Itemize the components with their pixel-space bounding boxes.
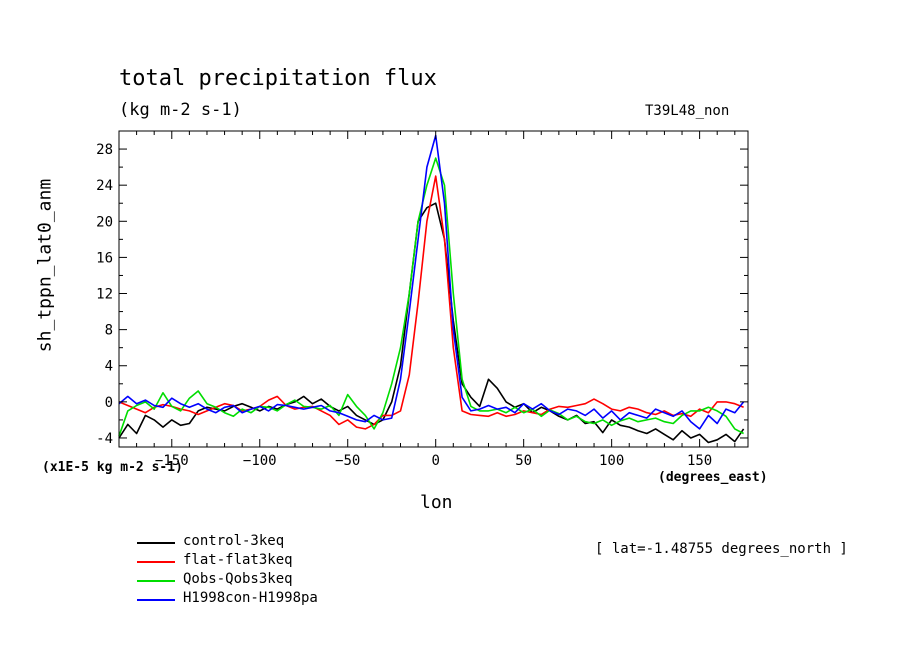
legend-swatch xyxy=(137,542,175,544)
legend-label: Qobs-Qobs3keq xyxy=(183,571,293,587)
legend-swatch xyxy=(137,580,175,582)
x-tick-label: 0 xyxy=(431,453,439,469)
legend-label: control-3keq xyxy=(183,533,285,549)
y-tick-label: 28 xyxy=(96,142,113,158)
y-tick-label: 8 xyxy=(105,323,113,339)
series-line-2 xyxy=(118,175,744,430)
x-tick-label: −100 xyxy=(243,453,277,469)
x-tick-label: 150 xyxy=(687,453,712,469)
x-tick-label: 50 xyxy=(515,453,532,469)
y-tick-label: 0 xyxy=(105,395,113,411)
legend-label: flat-flat3keq xyxy=(183,552,293,568)
axes: -4 0 4 8 12 16 20 24 28 −150 −100 −50 0 50 100 150 xyxy=(96,130,749,469)
chart-subtitle: (kg m-2 s-1) xyxy=(119,100,242,120)
legend-label: H1998con-H1998pa xyxy=(183,590,318,606)
x-tick-label: 100 xyxy=(599,453,624,469)
series-line-3 xyxy=(118,157,744,437)
y-tick-label: 24 xyxy=(96,178,113,194)
run-label: T39L48_non xyxy=(645,103,730,119)
y-tick-label: 4 xyxy=(105,359,113,375)
y-tick-label: -4 xyxy=(96,431,113,447)
x-tick-label: −50 xyxy=(335,453,360,469)
x-unit-label: (degrees_east) xyxy=(658,470,768,485)
x-axis-label: lon xyxy=(420,492,453,513)
series-line-1 xyxy=(118,202,745,444)
series-layer xyxy=(118,134,745,444)
legend-swatch xyxy=(137,599,175,601)
plot-frame xyxy=(118,130,749,448)
latitude-annotation: [ lat=-1.48755 degrees_north ] xyxy=(595,541,848,557)
x-tick-label: −150 xyxy=(155,453,189,469)
chart-title: total precipitation flux xyxy=(119,66,437,91)
legend-swatch xyxy=(137,561,175,563)
series-line-4 xyxy=(118,134,745,430)
y-scale-label: (x1E-5 kg m-2 s-1) xyxy=(42,460,183,475)
y-tick-label: 12 xyxy=(96,287,113,303)
y-tick-label: 16 xyxy=(96,250,113,266)
y-tick-label: 20 xyxy=(96,214,113,230)
